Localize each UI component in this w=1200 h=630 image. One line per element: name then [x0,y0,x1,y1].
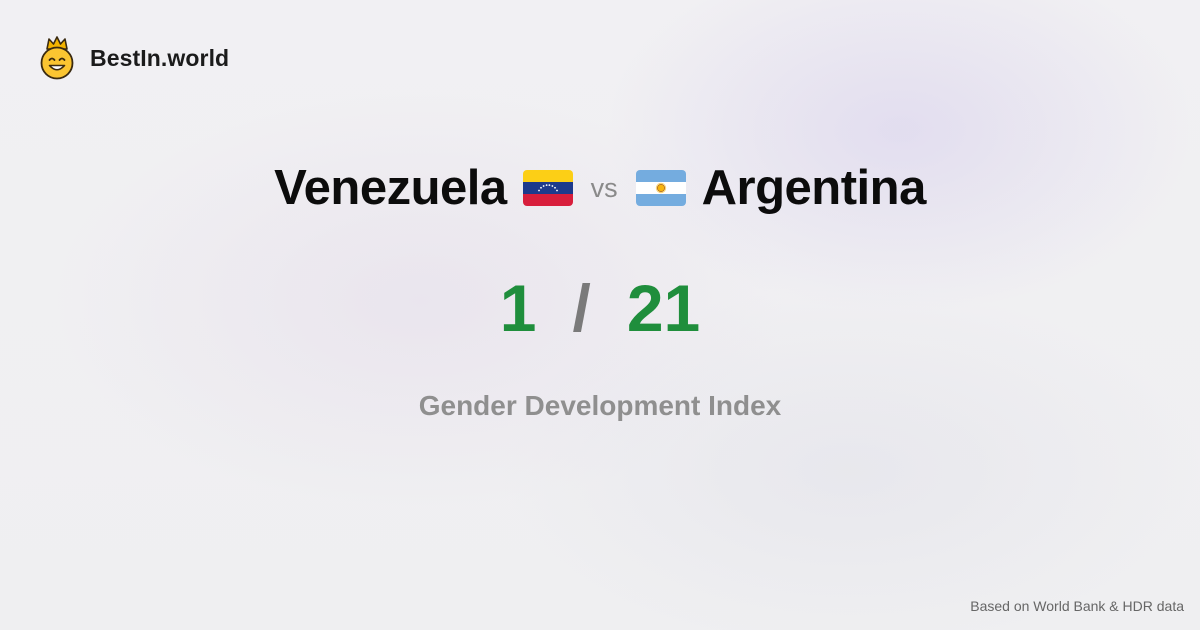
values-row: 1 / 21 [0,268,1200,348]
data-source-note: Based on World Bank & HDR data [970,598,1184,614]
country-b-value: 21 [626,271,701,345]
crowned-smiley-face-icon [40,36,74,80]
metric-label: Gender Development Index [418,390,782,421]
country-a-value: 1 [499,271,537,345]
vs-label: vs [590,172,618,203]
brand-name[interactable]: BestIn.world [90,44,230,71]
country-b-name: Argentina [701,161,927,215]
comparison-headline: Venezuela vs [0,158,1200,218]
brand[interactable]: BestIn.world [38,36,229,80]
value-separator: / [572,271,591,345]
argentina-flag-icon [635,170,686,206]
country-a-name: Venezuela [274,161,507,215]
venezuela-flag-icon [522,170,573,206]
